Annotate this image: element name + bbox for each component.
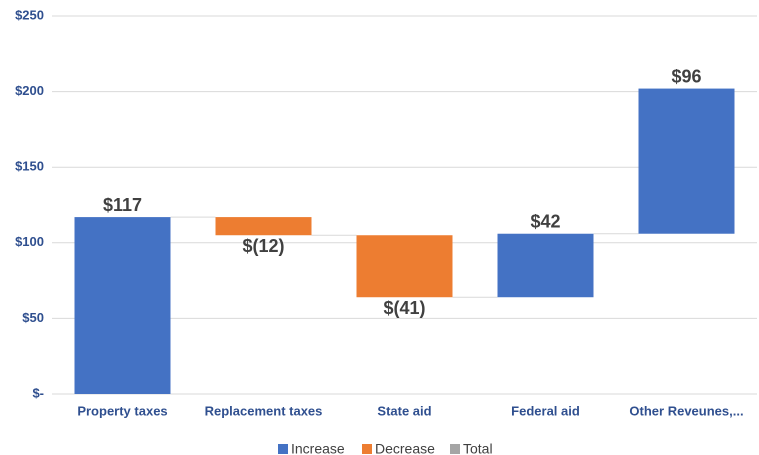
value-label: $117 <box>103 195 142 215</box>
value-label: $96 <box>671 66 701 86</box>
legend-label: Total <box>463 441 493 455</box>
value-label: $42 <box>530 211 560 231</box>
y-tick-label: $150 <box>15 159 44 174</box>
x-tick-label: State aid <box>377 403 431 418</box>
bar <box>74 217 171 394</box>
x-tick-label: Federal aid <box>511 403 580 418</box>
legend-swatch <box>450 444 460 454</box>
legend-swatch <box>362 444 372 454</box>
value-label: $(12) <box>242 236 284 256</box>
bar <box>215 217 312 236</box>
x-tick-label: Property taxes <box>77 403 167 418</box>
legend-label: Decrease <box>375 441 435 455</box>
y-tick-label: $200 <box>15 83 44 98</box>
y-tick-label: $- <box>32 385 44 400</box>
x-tick-label: Other Reveunes,... <box>629 403 743 418</box>
value-label: $(41) <box>383 298 425 318</box>
bar <box>356 235 453 298</box>
y-tick-label: $100 <box>15 234 44 249</box>
y-tick-label: $250 <box>15 7 44 22</box>
legend-swatch <box>278 444 288 454</box>
bar <box>638 88 735 234</box>
bar <box>497 233 594 298</box>
y-tick-label: $50 <box>22 310 44 325</box>
legend-label: Increase <box>291 441 345 455</box>
x-tick-label: Replacement taxes <box>205 403 323 418</box>
